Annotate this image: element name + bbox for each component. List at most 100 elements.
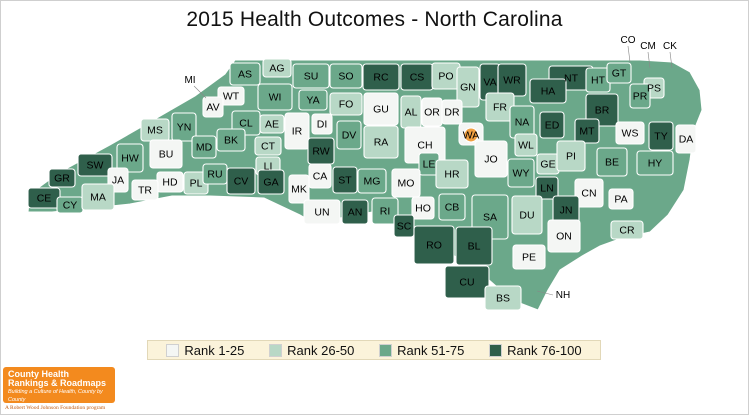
county-label-tr: TR xyxy=(138,184,152,196)
county-area-br[interactable] xyxy=(585,93,619,127)
county-area-yn[interactable] xyxy=(171,112,197,142)
county-area-mt[interactable] xyxy=(574,118,600,144)
county-label-ri: RI xyxy=(380,205,391,217)
county-label-be: BE xyxy=(605,156,619,168)
county-label-cb: CB xyxy=(445,201,460,213)
county-area-wt[interactable] xyxy=(217,86,245,106)
county-area-dr[interactable] xyxy=(441,99,463,125)
county-area-as[interactable] xyxy=(229,62,261,86)
county-area-hw[interactable] xyxy=(116,143,144,173)
county-area-jo[interactable] xyxy=(474,140,508,178)
legend-label: Rank 51-75 xyxy=(397,342,465,358)
county-area-du[interactable] xyxy=(511,195,543,235)
county-area-wy[interactable] xyxy=(507,158,535,188)
county-area-av[interactable] xyxy=(202,96,224,118)
county-area-mk[interactable] xyxy=(288,174,310,204)
county-area-pa[interactable] xyxy=(608,188,634,210)
county-area-ct[interactable] xyxy=(254,136,282,156)
county-label-bs: BS xyxy=(496,292,510,304)
county-area-tr[interactable] xyxy=(131,179,159,201)
county-area-cn[interactable] xyxy=(574,178,604,208)
county-area-mg[interactable] xyxy=(357,168,387,194)
county-area-pe[interactable] xyxy=(512,244,546,270)
county-area-cu[interactable] xyxy=(444,265,490,299)
county-area-hy[interactable] xyxy=(636,150,674,176)
county-label-mo: MO xyxy=(398,177,415,189)
county-label-cr: CR xyxy=(619,224,635,236)
county-area-ro[interactable] xyxy=(413,225,455,265)
county-area-cb[interactable] xyxy=(438,193,466,221)
county-area-ag[interactable] xyxy=(262,58,292,78)
county-area-bl[interactable] xyxy=(455,226,493,266)
county-area-pi[interactable] xyxy=(556,140,586,172)
county-area-rc[interactable] xyxy=(362,63,400,91)
county-area-ws[interactable] xyxy=(615,121,645,145)
county-label-ps: PS xyxy=(647,82,661,94)
county-label-di: DI xyxy=(317,118,328,130)
county-area-ae[interactable] xyxy=(259,114,285,134)
county-label-da: DA xyxy=(679,133,694,145)
county-label-mg: MG xyxy=(364,175,381,187)
county-label-nt: NT xyxy=(564,72,579,84)
county-area-cr[interactable] xyxy=(610,220,644,240)
county-area-ir[interactable] xyxy=(284,112,310,150)
county-label-as: AS xyxy=(238,68,252,80)
county-label-ja: JA xyxy=(112,174,124,186)
county-area-bk[interactable] xyxy=(216,128,246,152)
county-label-co: CO xyxy=(621,35,636,46)
county-area-su[interactable] xyxy=(292,63,330,89)
county-label-pl: PL xyxy=(190,177,203,189)
county-area-un[interactable] xyxy=(303,199,341,225)
county-area-gn[interactable] xyxy=(456,66,480,108)
county-area-ya[interactable] xyxy=(298,89,328,111)
county-label-cv: CV xyxy=(234,175,249,187)
county-area-ed[interactable] xyxy=(539,111,565,139)
county-area-sw[interactable] xyxy=(77,153,113,177)
county-area-mo[interactable] xyxy=(391,168,421,198)
county-area-an[interactable] xyxy=(341,199,369,225)
county-area-hr[interactable] xyxy=(435,159,469,189)
county-area-so[interactable] xyxy=(329,63,363,89)
legend-swatch-2 xyxy=(269,343,283,357)
leader-line-ck xyxy=(669,51,673,69)
county-label-ga: GA xyxy=(263,176,278,188)
county-area-ln[interactable] xyxy=(535,176,559,200)
leader-line-mi xyxy=(193,85,207,99)
county-area-ho[interactable] xyxy=(411,196,435,220)
county-area-ra[interactable] xyxy=(363,125,399,159)
county-area-gu[interactable] xyxy=(363,92,399,126)
logo-line-2: Rankings & Roadmaps xyxy=(8,378,107,388)
county-area-di[interactable] xyxy=(311,113,333,135)
county-health-rankings-logo[interactable]: County Health Rankings & Roadmaps Buildi… xyxy=(3,367,115,403)
county-area-da[interactable] xyxy=(675,124,697,154)
county-area-bs[interactable] xyxy=(484,285,522,311)
county-area-on[interactable] xyxy=(547,219,581,253)
county-area-bu[interactable] xyxy=(149,139,183,169)
county-area-sc[interactable] xyxy=(393,214,415,238)
county-area-gt[interactable] xyxy=(606,62,632,84)
county-area-ca[interactable] xyxy=(308,163,332,189)
county-area-ty[interactable] xyxy=(648,121,674,151)
county-label-li: LI xyxy=(264,160,273,172)
county-label-du: DU xyxy=(519,209,534,221)
legend-item-rank-76-100: Rank 76-100 xyxy=(489,343,582,358)
county-area-ga[interactable] xyxy=(257,169,285,195)
county-area-wi[interactable] xyxy=(257,83,293,111)
county-area-ma[interactable] xyxy=(81,183,115,211)
county-area-pr[interactable] xyxy=(629,83,651,109)
county-label-nh: NH xyxy=(556,290,570,301)
county-area-wl[interactable] xyxy=(514,133,538,157)
county-area-wa[interactable] xyxy=(463,127,479,143)
sponsor-text: A Robert Wood Johnson Foundation program xyxy=(5,405,106,411)
county-area-ha[interactable] xyxy=(529,78,567,104)
county-area-ri[interactable] xyxy=(371,197,399,225)
county-label-rc: RC xyxy=(373,71,389,83)
county-area-st[interactable] xyxy=(332,166,358,194)
county-area-gr[interactable] xyxy=(48,168,76,188)
county-area-cv[interactable] xyxy=(226,167,256,195)
county-area-be[interactable] xyxy=(596,147,628,177)
county-area-fo[interactable] xyxy=(329,92,363,116)
county-area-dv[interactable] xyxy=(336,120,362,150)
county-label-cn: CN xyxy=(581,187,596,199)
county-area-md[interactable] xyxy=(191,135,217,159)
